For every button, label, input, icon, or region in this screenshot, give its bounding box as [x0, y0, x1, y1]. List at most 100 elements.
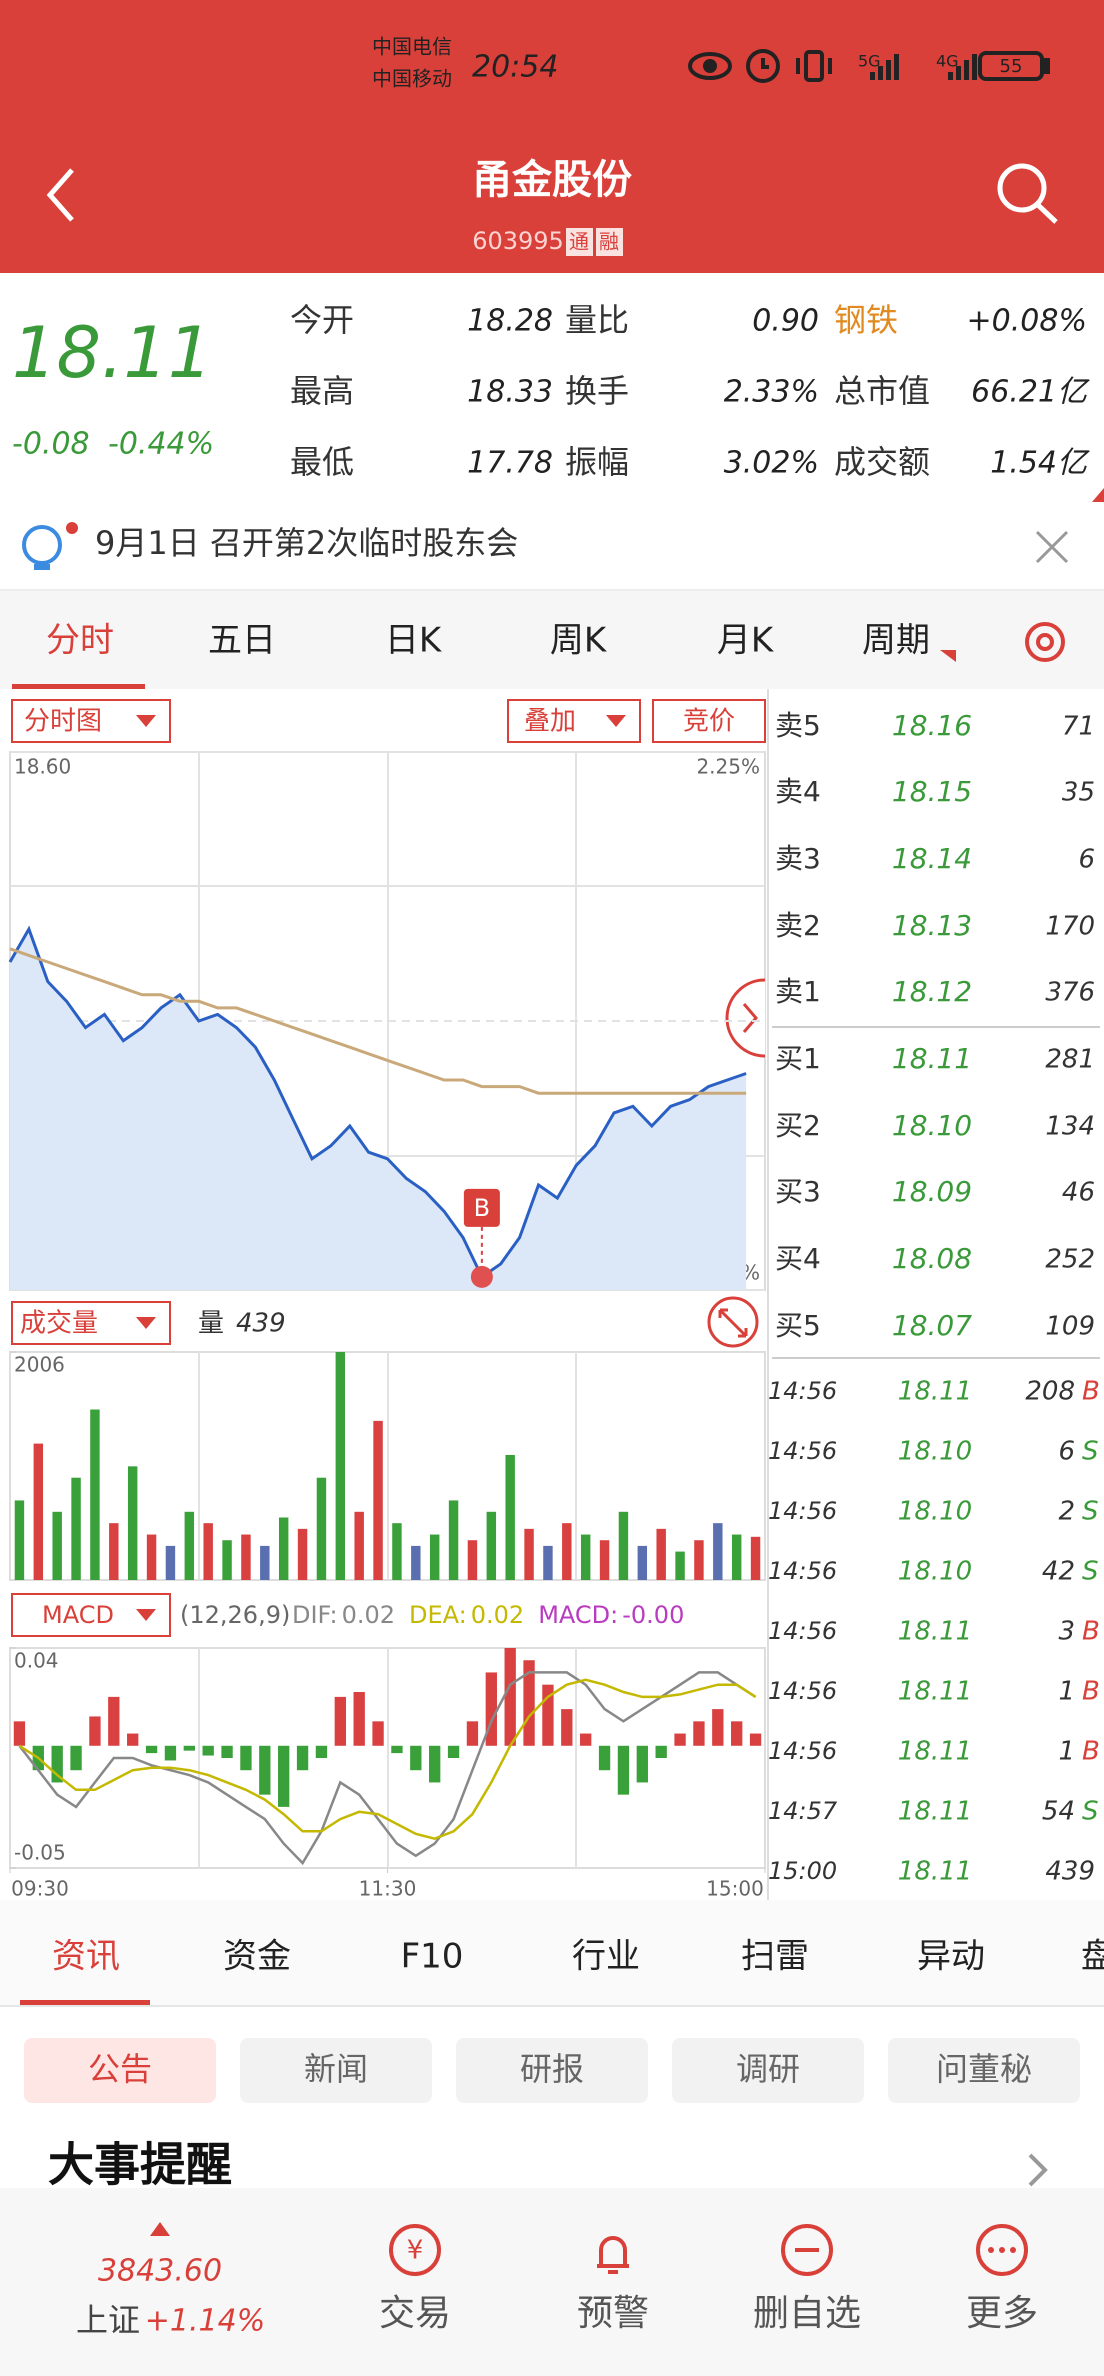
volume-bar [580, 1534, 591, 1580]
volume-bar [14, 1500, 25, 1580]
signal-bars [870, 54, 977, 80]
info-tab[interactable]: 异动 [917, 1937, 985, 1977]
settings-button[interactable] [1025, 622, 1065, 662]
macd-bar [353, 1692, 365, 1746]
info-tab[interactable]: 资讯 [52, 1937, 120, 1977]
sub-tab[interactable]: 公告 [88, 2050, 152, 2088]
trade-volume: 54 [1042, 1797, 1075, 1827]
price-area [10, 929, 747, 1290]
info-tab[interactable]: 盘 [1081, 1937, 1104, 1977]
trade-price: 18.10 [898, 1497, 972, 1527]
trade-volume: 3 [1058, 1617, 1075, 1647]
trade-side: B [1082, 1617, 1100, 1647]
trade-side: S [1082, 1437, 1099, 1467]
book-label: 买4 [775, 1242, 821, 1275]
search-button[interactable] [997, 163, 1058, 224]
chart-tab[interactable]: 周K [550, 621, 608, 661]
macd-bar [240, 1745, 252, 1771]
tab-bar-bg [0, 590, 1104, 689]
stat-value: +0.08% [967, 304, 1087, 339]
info-tab[interactable]: F10 [401, 1937, 464, 1977]
sub-tab[interactable]: 问董秘 [936, 2050, 1032, 2088]
header-bg [0, 0, 1104, 273]
sub-tab-bg[interactable] [240, 2038, 432, 2103]
badge-bg [566, 228, 593, 256]
sub-tab-bg[interactable] [456, 2038, 648, 2103]
sub-tab-bg[interactable] [888, 2038, 1080, 2103]
back-button[interactable] [46, 168, 74, 222]
trade-volume: 208 [1025, 1377, 1075, 1407]
index-change: +1.14% [145, 2304, 265, 2339]
x-tick-label: 15:00 [706, 1877, 764, 1901]
book-label: 买5 [775, 1309, 821, 1342]
trade-time: 14:56 [768, 1497, 837, 1525]
chart-tab[interactable]: 周期 [862, 621, 930, 661]
macd-line [18, 1671, 757, 1866]
sub-tab[interactable]: 研报 [520, 2050, 584, 2088]
nav-item[interactable]: 交易 [379, 2293, 451, 2334]
overlay-select[interactable]: 叠加 [524, 707, 576, 737]
sub-tab[interactable]: 调研 [736, 2050, 800, 2088]
trade-side: B [1082, 1677, 1100, 1707]
volume-bar [562, 1523, 572, 1580]
trade-time: 14:56 [768, 1677, 837, 1705]
index-value: 3843.60 [98, 2254, 222, 2289]
y-tick-label: 18.60 [14, 755, 71, 779]
info-tab[interactable]: 扫雷 [741, 1937, 809, 1977]
volume-bar [222, 1540, 232, 1580]
nav-icons[interactable] [389, 2224, 1028, 2276]
nav-item[interactable]: 预警 [577, 2293, 649, 2334]
macd-bar [391, 1745, 403, 1754]
chart-tab[interactable]: 五日 [208, 621, 276, 661]
info-tab[interactable]: 资金 [223, 1937, 291, 1977]
side-toggle[interactable] [725, 978, 766, 1058]
sub-tab-bg[interactable] [24, 2038, 216, 2103]
badge: 通 [569, 230, 589, 254]
macd-bar [183, 1745, 195, 1751]
macd-bar [296, 1745, 309, 1771]
trade-volume: 1 [1058, 1737, 1075, 1767]
control-boxes[interactable] [11, 699, 766, 1637]
expand-button[interactable] [707, 1296, 759, 1348]
volume-bar [127, 1466, 138, 1580]
macd-bar [447, 1745, 460, 1758]
carrier: 中国电信 [372, 35, 452, 59]
macd-bar [598, 1745, 611, 1771]
macd-bar [429, 1745, 441, 1783]
y-tick-label: 2006 [14, 1353, 65, 1377]
macd-bar [504, 1648, 516, 1746]
auction-button[interactable]: 竞价 [683, 707, 735, 737]
stat-value: 66.21亿 [971, 375, 1090, 410]
section-chevron[interactable] [1028, 2153, 1048, 2187]
chart-tab[interactable]: 月K [717, 621, 775, 661]
macd-bar [655, 1745, 667, 1758]
badge: 融 [599, 230, 619, 254]
trade-volume: 42 [1042, 1557, 1075, 1587]
chart-tab[interactable]: 日K [385, 621, 443, 661]
book-price: 18.12 [892, 975, 972, 1008]
stat-label: 总市值 [834, 372, 930, 410]
trade-time: 14:56 [768, 1437, 837, 1465]
volume-bar [71, 1477, 81, 1580]
sub-tab[interactable]: 新闻 [304, 2050, 368, 2088]
info-tab[interactable]: 行业 [572, 1937, 640, 1977]
macd-bar [221, 1745, 233, 1758]
macd-bar [127, 1733, 139, 1746]
book-price: 18.14 [892, 842, 972, 875]
chart-tab[interactable]: 分时 [46, 621, 114, 661]
notice-icon [22, 522, 78, 570]
mode-select[interactable]: 分时图 [24, 707, 102, 737]
trade-volume: 2 [1058, 1497, 1075, 1527]
notice-close[interactable] [1035, 530, 1069, 564]
battery: 55 [1000, 56, 1023, 77]
sub-tab-bg[interactable] [672, 2038, 864, 2103]
stat-label: 振幅 [565, 443, 629, 481]
clock: 20:54 [472, 50, 558, 85]
nav-item[interactable]: 删自选 [753, 2293, 861, 2334]
volume-bar [392, 1523, 402, 1580]
nav-item[interactable]: 更多 [966, 2293, 1038, 2334]
trade-time: 14:56 [768, 1377, 837, 1405]
book-price: 18.10 [892, 1109, 972, 1142]
macd-line [18, 1678, 757, 1841]
